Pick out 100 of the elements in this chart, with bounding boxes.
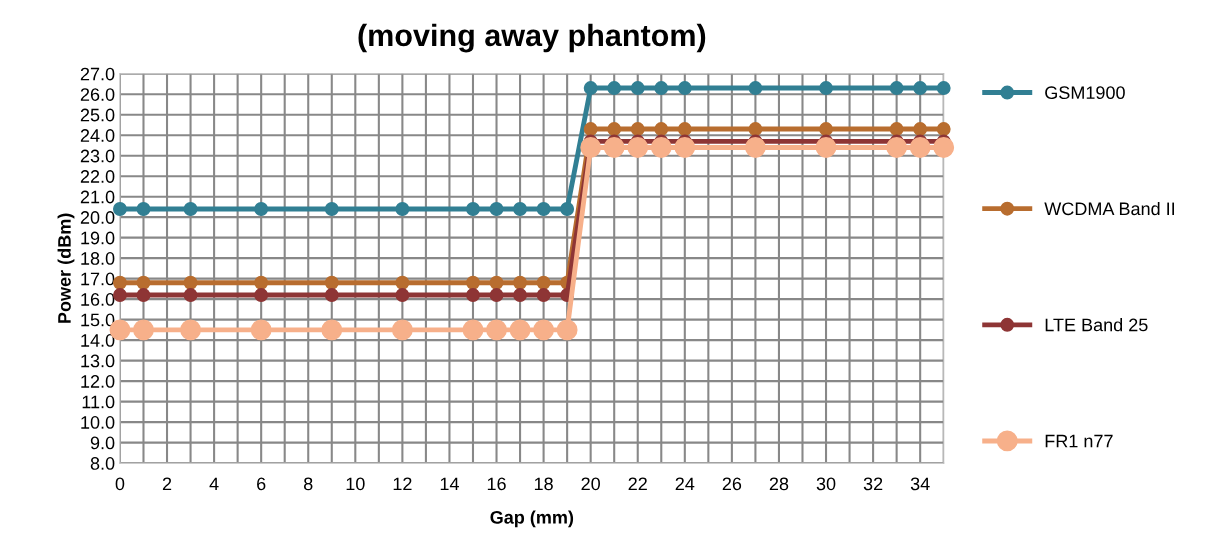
point <box>391 319 413 341</box>
point <box>254 288 269 302</box>
x-tick-label: 34 <box>910 477 930 491</box>
point <box>136 275 151 290</box>
point <box>886 137 908 158</box>
point <box>486 319 507 341</box>
point <box>536 202 551 216</box>
x-tick-label: 22 <box>628 477 647 491</box>
point <box>489 275 504 290</box>
x-tick-label: 14 <box>440 477 459 491</box>
point <box>674 137 696 158</box>
point <box>183 202 198 216</box>
point <box>583 81 598 95</box>
x-tick-label: 32 <box>863 477 883 491</box>
x-tick-label: 4 <box>209 477 219 491</box>
x-tick-label: 0 <box>115 477 125 491</box>
y-tick-label: 22.0 <box>80 170 115 183</box>
point <box>748 81 763 95</box>
x-tick-label: 28 <box>769 477 789 491</box>
point <box>677 122 692 136</box>
point <box>630 122 645 136</box>
point <box>466 275 480 290</box>
point <box>936 81 951 95</box>
y-axis-title: Power (dBm) <box>57 213 75 323</box>
point <box>133 319 154 341</box>
y-tick-label: 26.0 <box>80 88 115 101</box>
legend-label: LTE Band 25 <box>1045 318 1148 332</box>
point <box>250 319 272 341</box>
x-tick-label: 30 <box>816 477 836 491</box>
point <box>819 81 833 95</box>
point <box>815 137 837 158</box>
point <box>136 288 151 302</box>
point <box>536 288 551 302</box>
y-tick-label: 15.0 <box>81 313 115 327</box>
point <box>466 288 480 302</box>
y-tick-label: 9.0 <box>90 436 115 450</box>
y-tick-label: 14.0 <box>81 334 115 347</box>
point <box>909 137 931 158</box>
y-tick-label: 25.0 <box>80 108 115 122</box>
point <box>677 81 692 95</box>
point <box>324 202 339 216</box>
chart-title: (moving away phantom) <box>358 23 706 53</box>
point <box>533 319 555 341</box>
point <box>489 288 504 302</box>
point <box>748 122 763 136</box>
x-axis-title: Gap (mm) <box>490 510 574 528</box>
x-tick-label: 10 <box>346 477 365 491</box>
point <box>462 319 484 341</box>
y-tick-label: 13.0 <box>81 354 115 368</box>
y-tick-label: 16.0 <box>81 293 115 306</box>
point <box>913 81 928 95</box>
point <box>395 288 410 302</box>
point <box>536 275 551 290</box>
point <box>607 81 622 95</box>
point <box>509 319 531 341</box>
point <box>580 137 602 158</box>
point <box>113 288 127 302</box>
y-tick-label: 12.0 <box>81 375 115 388</box>
point <box>395 202 410 216</box>
x-tick-label: 8 <box>304 477 313 491</box>
y-tick-label: 23.0 <box>80 149 115 163</box>
y-tick-label: 11.0 <box>82 395 115 409</box>
point <box>607 122 622 136</box>
point <box>560 202 575 216</box>
point <box>745 137 766 158</box>
point <box>556 319 578 341</box>
point <box>113 202 127 216</box>
point <box>513 202 528 216</box>
point <box>936 122 951 136</box>
y-tick-label: 20.0 <box>80 211 115 224</box>
legend-label: FR1 n77 <box>1045 434 1113 448</box>
point <box>324 275 339 290</box>
point <box>324 288 339 302</box>
y-tick-label: 8.0 <box>90 457 115 470</box>
point <box>466 202 480 216</box>
point <box>819 122 833 136</box>
x-tick-label: 18 <box>534 477 553 491</box>
y-tick-label: 10.0 <box>81 416 115 429</box>
point <box>183 275 198 290</box>
x-tick-label: 12 <box>393 477 412 491</box>
point <box>583 122 598 136</box>
point <box>183 288 198 302</box>
x-tick-label: 6 <box>257 477 266 491</box>
y-tick-label: 19.0 <box>81 231 115 245</box>
x-tick-label: 16 <box>487 477 506 491</box>
legend-label: GSM1900 <box>1045 86 1125 100</box>
point <box>254 275 269 290</box>
point <box>630 81 645 95</box>
legend-label: WCDMA Band II <box>1044 201 1175 216</box>
x-tick-label: 2 <box>162 477 172 491</box>
y-tick-label: 21.0 <box>80 190 115 204</box>
point <box>513 275 528 290</box>
point <box>489 202 504 216</box>
point <box>913 122 928 136</box>
x-tick-label: 24 <box>675 477 695 491</box>
point <box>654 81 669 95</box>
point <box>889 122 904 136</box>
y-tick-label: 17.0 <box>81 272 115 286</box>
point <box>654 122 669 136</box>
point <box>627 137 649 158</box>
